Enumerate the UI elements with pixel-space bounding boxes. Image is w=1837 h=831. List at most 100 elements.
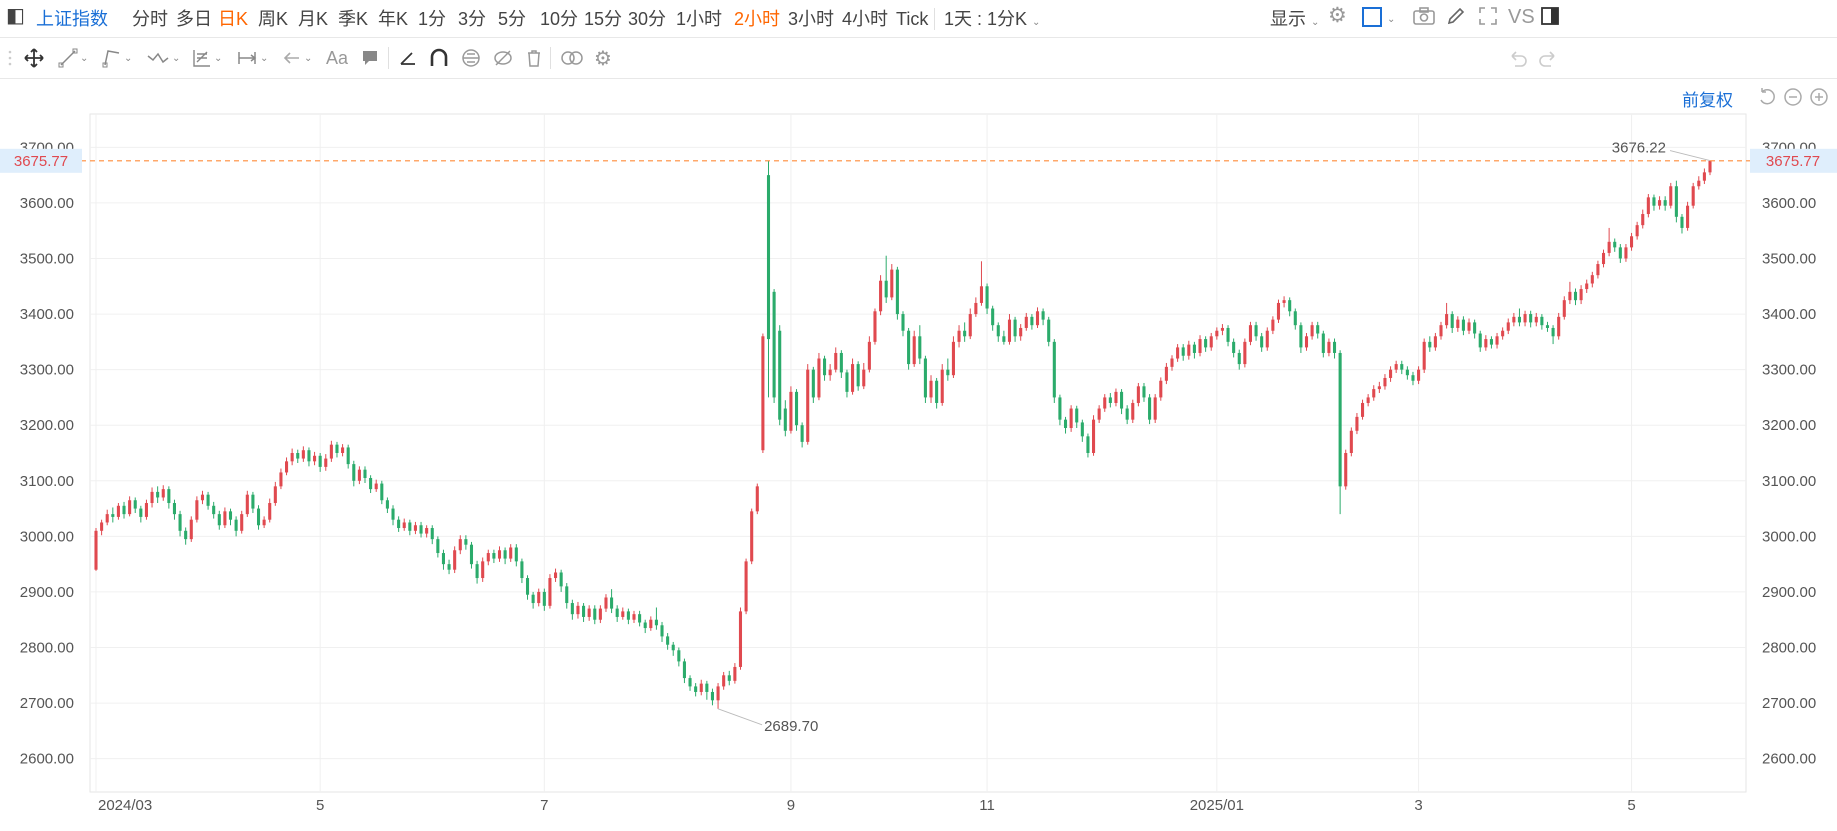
period-1[interactable]: 多日: [176, 9, 212, 29]
compare-circles-icon[interactable]: [560, 47, 584, 69]
candle-body: [587, 608, 591, 617]
trash-icon[interactable]: [524, 47, 544, 69]
candle-body: [699, 683, 703, 692]
candlestick-chart[interactable]: 2600.00 2600.00 2700.00 2700.00 2800.00 2800.…: [0, 80, 1837, 831]
candle: [750, 508, 754, 565]
period-0[interactable]: 分时: [132, 9, 168, 29]
wave-tool[interactable]: ⌄: [146, 47, 180, 69]
candle: [598, 605, 602, 624]
candle: [240, 510, 244, 534]
lock-drawing-icon[interactable]: [460, 47, 482, 69]
comment-tool-icon[interactable]: [360, 47, 380, 69]
fibonacci-icon: [193, 50, 210, 67]
redo-icon[interactable]: [1538, 47, 1560, 69]
period-2[interactable]: 日K: [218, 9, 249, 29]
trend-line-tool[interactable]: ⌄: [58, 47, 88, 69]
candle: [1131, 399, 1135, 423]
candle: [1635, 221, 1639, 240]
candle: [397, 516, 401, 532]
candle-body: [94, 530, 98, 570]
candle-body: [1585, 283, 1589, 290]
period-17[interactable]: Tick: [896, 9, 929, 29]
period-6[interactable]: 年K: [378, 9, 409, 29]
candle-body: [1355, 416, 1359, 431]
period-5[interactable]: 季K: [338, 9, 369, 29]
period-3[interactable]: 周K: [258, 9, 289, 29]
compare-button[interactable]: VS: [1508, 6, 1535, 28]
angle-tool-icon[interactable]: [398, 47, 418, 69]
hide-drawings-icon[interactable]: [492, 47, 514, 69]
layout-selector[interactable]: ⌄: [1362, 5, 1395, 31]
settings-gear-icon[interactable]: ⚙: [1328, 4, 1347, 27]
reset-zoom-icon[interactable]: [1757, 87, 1777, 112]
price-adjust-button[interactable]: 前复权: [1682, 91, 1733, 110]
channel-tool[interactable]: ⌄: [102, 47, 132, 69]
fullscreen-icon[interactable]: [1478, 6, 1498, 31]
candle-body: [744, 561, 748, 612]
display-menu[interactable]: 显示 ⌄: [1270, 9, 1320, 29]
arrow-tool[interactable]: ⌄: [282, 47, 312, 69]
candle-body: [923, 358, 927, 398]
fibonacci-tool[interactable]: ⌄: [192, 47, 222, 69]
candle-body: [178, 514, 182, 531]
candle: [464, 535, 468, 550]
toolbar-drag-handle-icon[interactable]: [8, 47, 12, 69]
zoom-in-icon[interactable]: [1809, 87, 1829, 112]
candle: [1002, 330, 1006, 345]
candle-body: [1450, 314, 1454, 328]
panel-toggle-icon[interactable]: [1540, 6, 1560, 31]
candle-body: [823, 358, 827, 376]
candle: [419, 521, 423, 538]
candle-body: [682, 661, 686, 679]
period-12[interactable]: 30分: [628, 9, 667, 29]
candle: [968, 308, 972, 340]
camera-icon[interactable]: [1413, 6, 1435, 31]
period-9[interactable]: 5分: [498, 9, 527, 29]
zoom-out-icon[interactable]: [1783, 87, 1803, 112]
period-16[interactable]: 4小时: [842, 9, 889, 29]
candle: [520, 558, 524, 584]
candle-body: [139, 508, 143, 517]
candle: [783, 400, 787, 437]
period-10[interactable]: 10分: [540, 9, 579, 29]
pencil-icon[interactable]: [1446, 6, 1466, 31]
candle: [570, 599, 574, 620]
chevron-down-icon: ⌄: [124, 52, 133, 64]
measure-tool[interactable]: ⌄: [236, 47, 268, 69]
candle-body: [1613, 241, 1617, 248]
period-14[interactable]: 2小时: [734, 9, 781, 29]
magnet-icon[interactable]: [428, 47, 450, 69]
candle-body: [1047, 319, 1051, 342]
period-8[interactable]: 3分: [458, 9, 487, 29]
period-4[interactable]: 月K: [298, 9, 329, 29]
text-tool[interactable]: Aa: [326, 47, 349, 68]
candle-body: [626, 611, 630, 620]
period-15[interactable]: 3小时: [788, 9, 835, 29]
undo-icon[interactable]: [1506, 47, 1528, 69]
range-selector[interactable]: 1天 : 1分K ⌄: [944, 9, 1041, 29]
y-tick-label-left: 3000.00: [20, 528, 74, 545]
candle-body: [654, 619, 658, 626]
toolbar-settings-gear-icon[interactable]: ⚙: [594, 47, 612, 70]
period-13[interactable]: 1小时: [676, 9, 723, 29]
candle: [1086, 433, 1090, 458]
candle: [1232, 338, 1236, 358]
candle: [268, 498, 272, 523]
candle-body: [313, 455, 317, 462]
candle-body: [951, 341, 955, 376]
move-cross-icon[interactable]: [24, 47, 44, 69]
candle: [1568, 281, 1572, 305]
candle-body: [1691, 186, 1695, 206]
candle-body: [469, 544, 474, 565]
period-11[interactable]: 15分: [584, 9, 623, 29]
x-tick-label: 2024/03: [98, 797, 152, 814]
candle-body: [447, 564, 451, 570]
candle-body: [738, 611, 743, 667]
min-price-leader: [717, 708, 763, 726]
period-7[interactable]: 1分: [418, 9, 447, 29]
candle: [1400, 360, 1404, 375]
sidebar-toggle-icon[interactable]: ◧: [6, 5, 25, 27]
symbol-selector[interactable]: 上证指数: [36, 9, 108, 29]
candle: [839, 350, 843, 378]
candle-body: [1232, 341, 1236, 353]
